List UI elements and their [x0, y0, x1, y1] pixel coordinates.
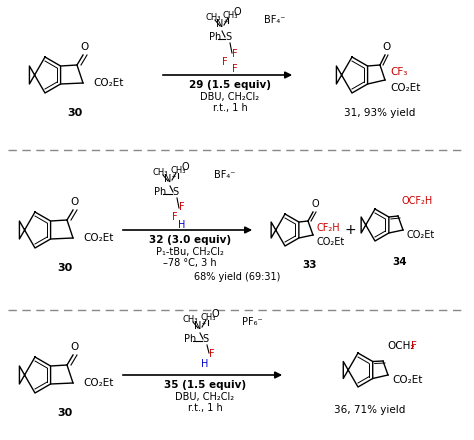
Text: CF₂H: CF₂H	[317, 223, 341, 233]
Text: S: S	[225, 32, 231, 42]
Text: 32 (3.0 equiv): 32 (3.0 equiv)	[149, 235, 231, 245]
Text: 68% yield (69:31): 68% yield (69:31)	[194, 272, 280, 282]
Text: CO₂Et: CO₂Et	[390, 83, 420, 93]
Text: Ph: Ph	[209, 32, 221, 42]
Text: O: O	[383, 42, 391, 52]
Text: CH₃: CH₃	[222, 11, 238, 20]
Text: +: +	[344, 223, 356, 237]
Text: F: F	[222, 57, 228, 67]
Text: CH₃: CH₃	[205, 13, 221, 22]
Text: BF₄⁻: BF₄⁻	[214, 170, 236, 180]
Text: 34: 34	[392, 257, 407, 267]
Text: S: S	[172, 187, 178, 197]
Text: CO₂Et: CO₂Et	[93, 78, 123, 88]
Text: H: H	[178, 220, 186, 230]
Text: N⁺: N⁺	[164, 174, 176, 184]
Text: N⁺: N⁺	[194, 321, 206, 331]
Text: N⁺: N⁺	[216, 19, 228, 29]
Text: DBU, CH₂Cl₂: DBU, CH₂Cl₂	[175, 392, 235, 402]
Text: H: H	[201, 359, 209, 369]
Text: O: O	[71, 197, 79, 207]
Text: BF₄⁻: BF₄⁻	[264, 15, 286, 25]
Text: CF₃: CF₃	[390, 67, 407, 77]
Text: CO₂Et: CO₂Et	[83, 378, 113, 388]
Text: S: S	[202, 334, 208, 344]
Text: Ph: Ph	[184, 334, 196, 344]
Text: 36, 71% yield: 36, 71% yield	[334, 405, 406, 415]
Text: F: F	[172, 212, 178, 222]
Text: CO₂Et: CO₂Et	[392, 375, 422, 385]
Text: O: O	[311, 199, 319, 209]
Text: 29 (1.5 equiv): 29 (1.5 equiv)	[189, 80, 271, 90]
Text: CH₃: CH₃	[182, 315, 198, 324]
Text: Ph: Ph	[154, 187, 166, 197]
Text: O: O	[233, 7, 241, 17]
Text: P₁-tBu, CH₂Cl₂: P₁-tBu, CH₂Cl₂	[156, 247, 224, 257]
Text: F: F	[232, 49, 238, 59]
Text: CH₃: CH₃	[170, 166, 186, 175]
Text: CH₃: CH₃	[152, 168, 168, 177]
Text: 33: 33	[303, 260, 317, 270]
Text: r.t., 1 h: r.t., 1 h	[213, 103, 247, 113]
Text: O: O	[181, 162, 189, 172]
Text: OCH₂: OCH₂	[387, 341, 414, 351]
Text: r.t., 1 h: r.t., 1 h	[188, 403, 222, 413]
Text: 30: 30	[57, 263, 73, 273]
Text: CO₂Et: CO₂Et	[407, 230, 435, 240]
Text: 31, 93% yield: 31, 93% yield	[344, 108, 416, 118]
Text: 35 (1.5 equiv): 35 (1.5 equiv)	[164, 380, 246, 390]
Text: 30: 30	[67, 108, 82, 118]
Text: CO₂Et: CO₂Et	[83, 233, 113, 243]
Text: F: F	[411, 341, 417, 351]
Text: OCF₂H: OCF₂H	[402, 196, 433, 206]
Text: –78 °C, 3 h: –78 °C, 3 h	[163, 258, 217, 268]
Text: CH₃: CH₃	[200, 313, 216, 322]
Text: F: F	[232, 64, 238, 74]
Text: O: O	[81, 42, 89, 52]
Text: CO₂Et: CO₂Et	[317, 237, 345, 247]
Text: F: F	[209, 349, 215, 359]
Text: O: O	[71, 342, 79, 352]
Text: F: F	[179, 202, 185, 212]
Text: 30: 30	[57, 408, 73, 418]
Text: PF₆⁻: PF₆⁻	[242, 317, 262, 327]
Text: DBU, CH₂Cl₂: DBU, CH₂Cl₂	[201, 92, 260, 102]
Text: O: O	[211, 309, 219, 319]
